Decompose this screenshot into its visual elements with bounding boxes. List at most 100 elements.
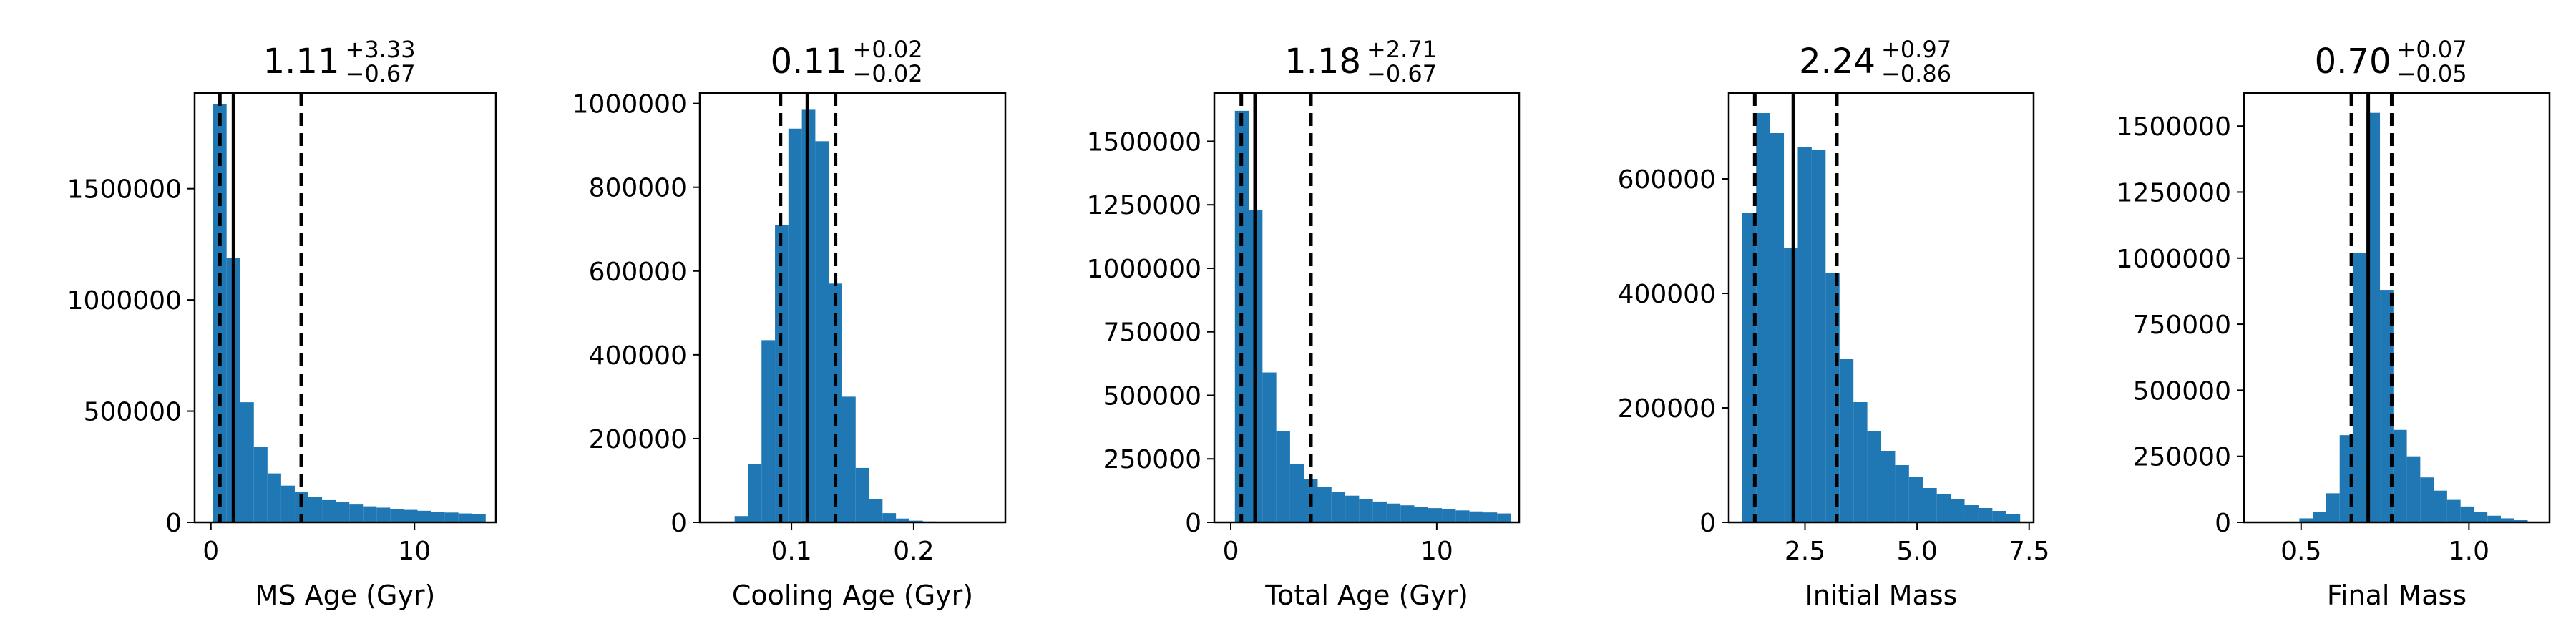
panel-title-lower: −0.86	[1881, 60, 1951, 87]
histogram-bar	[1881, 451, 1896, 522]
panel-title-upper: +0.97	[1881, 36, 1951, 63]
y-tick-label: 0	[1699, 509, 1716, 538]
y-tick-label: 0	[1185, 509, 1201, 538]
histogram-bar	[788, 128, 802, 522]
histogram-panel: 0.5 1.0 0 250000 500000 750000 1000000 1250000 1…	[2117, 36, 2551, 611]
histogram-bar	[472, 514, 486, 522]
histogram-bar	[2353, 253, 2367, 522]
x-tick-label: 0.1	[771, 537, 811, 566]
histogram-bar	[1839, 359, 1854, 522]
y-tick-label: 750000	[1103, 318, 1201, 348]
histogram-bar	[896, 518, 909, 522]
x-tick-label: 0.2	[893, 537, 934, 566]
histogram-bar	[1455, 510, 1470, 522]
histogram-bar	[1276, 431, 1290, 522]
histogram-bar	[253, 447, 268, 522]
y-tick-label: 1000000	[67, 286, 182, 316]
axes-frame	[1727, 92, 2035, 524]
histogram-bar	[2326, 493, 2340, 522]
y-tick-label: 1500000	[2117, 112, 2231, 142]
histogram-bar	[1756, 113, 1770, 522]
histogram-bar	[1317, 487, 1332, 522]
histogram-bar	[2434, 490, 2447, 522]
histogram-bar	[1497, 513, 1511, 522]
x-tick-label: 10	[398, 537, 431, 566]
y-tick-label: 200000	[1618, 394, 1716, 424]
histogram-bar	[855, 467, 869, 522]
histogram-bar	[869, 499, 883, 522]
histogram-bar	[404, 509, 418, 522]
y-tick-label: 500000	[84, 398, 182, 427]
x-axis-label: Cooling Age (Gyr)	[732, 580, 973, 611]
axes-frame	[1213, 92, 1521, 524]
histogram-bar	[1289, 464, 1304, 522]
x-axis-label: Initial Mass	[1805, 580, 1958, 611]
histogram-bar	[444, 512, 459, 522]
histogram-bar	[213, 104, 227, 522]
panel-title-lower: −0.05	[2397, 60, 2467, 87]
axes-frame	[193, 92, 497, 524]
histogram-bar	[1936, 494, 1951, 522]
histogram-bar	[761, 340, 776, 522]
x-tick-label: 5.0	[1896, 537, 1937, 566]
histogram-bar	[336, 502, 350, 522]
y-tick-label: 1000000	[572, 90, 687, 119]
histogram-bar	[1978, 508, 1993, 522]
histogram-bar	[1345, 495, 1360, 522]
y-tick-label: 0	[165, 509, 182, 538]
y-tick-label: 600000	[589, 258, 687, 287]
histogram-bar	[2406, 456, 2421, 522]
histogram-bar	[1372, 501, 1387, 522]
panel-title-lower: −0.02	[853, 60, 923, 87]
panel-title-lower: −0.67	[346, 60, 416, 87]
histogram-bar	[1483, 512, 1498, 522]
panel-title-upper: +0.02	[853, 36, 923, 63]
x-axis-label: Total Age (Gyr)	[1264, 580, 1468, 611]
histogram-bar	[1992, 511, 2006, 522]
y-tick-label: 200000	[589, 425, 687, 454]
histogram-bar	[1923, 488, 1937, 522]
y-tick-label: 250000	[1103, 445, 1201, 474]
x-tick-label: 0	[1223, 537, 1239, 566]
histogram-bar	[1853, 402, 1868, 522]
histogram-bar	[748, 464, 762, 522]
x-tick-label: 7.5	[2009, 537, 2049, 566]
panel-title-value: 1.18	[1284, 42, 1361, 82]
histogram-bar	[458, 513, 472, 522]
histogram-bar	[815, 141, 829, 522]
axes-frame	[2243, 92, 2551, 524]
histogram-bar	[267, 473, 281, 522]
x-tick-label: 0	[203, 537, 219, 566]
panel-title-upper: +0.07	[2397, 36, 2467, 63]
histogram-bar	[2446, 499, 2461, 522]
histogram-bar	[2393, 429, 2407, 522]
histogram-bar	[1414, 507, 1428, 522]
histogram-bar	[1359, 499, 1373, 522]
x-tick-label: 0.5	[2280, 537, 2321, 566]
histogram-bar	[240, 402, 254, 522]
panel-title-value: 1.11	[263, 42, 340, 82]
histogram-bar	[734, 516, 748, 522]
x-tick-label: 1.0	[2449, 537, 2489, 566]
panel-title-lower: −0.67	[1367, 60, 1437, 87]
y-tick-label: 0	[2215, 509, 2231, 538]
histogram-bar	[2500, 518, 2514, 522]
histogram-bar	[1400, 505, 1415, 522]
y-tick-label: 1500000	[67, 175, 182, 205]
histogram-bar	[2460, 506, 2474, 522]
histogram-bar	[1742, 213, 1757, 522]
panel-title-value: 2.24	[1799, 42, 1875, 82]
histogram-bar	[2474, 512, 2488, 522]
panel-title-upper: +3.33	[346, 36, 416, 63]
y-tick-label: 1250000	[1087, 191, 1201, 220]
y-tick-label: 0	[670, 509, 687, 538]
y-tick-label: 750000	[2133, 311, 2231, 340]
histogram-bar	[376, 507, 391, 522]
panel-title-value: 0.70	[2315, 42, 2391, 82]
histogram-bar	[2487, 515, 2501, 522]
histogram-bar	[2420, 477, 2434, 522]
histogram-bar	[431, 512, 445, 522]
histogram-bar	[1797, 147, 1812, 522]
histogram-bar	[308, 497, 323, 522]
